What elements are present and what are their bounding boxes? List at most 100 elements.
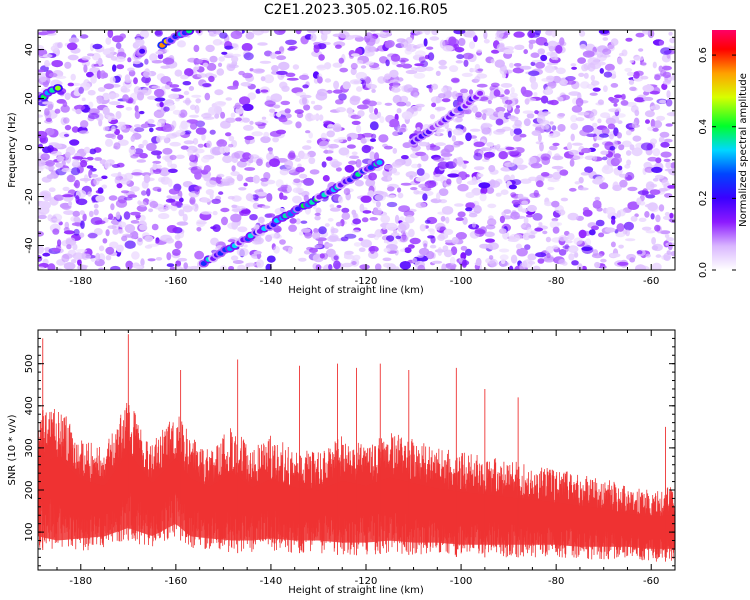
heatmap-noise-blob [520,224,527,228]
heatmap-noise-blob [87,53,95,57]
heatmap-noise-blob [546,252,551,259]
heatmap-noise-blob [278,46,285,52]
heatmap-noise-blob [588,229,596,236]
heatmap-noise-blob [349,79,362,85]
heatmap-noise-blob [592,178,604,185]
heatmap-noise-blob [175,154,185,159]
heatmap-noise-blob [617,165,623,171]
heatmap-noise-blob [468,89,474,95]
heatmap-noise-blob [162,57,175,65]
heatmap-noise-blob [38,130,48,139]
heatmap-noise-blob [510,254,518,264]
heatmap-noise-blob [231,221,239,230]
heatmap-noise-blob [116,104,125,109]
heatmap-noise-blob [216,68,225,76]
heatmap-noise-blob [461,72,473,77]
heatmap-noise-blob [574,181,581,185]
heatmap-noise-blob [413,72,426,79]
heatmap-noise-blob [438,188,449,197]
heatmap-noise-blob [594,261,601,269]
heatmap-noise-blob [47,263,56,270]
heatmap-noise-blob [212,39,223,46]
heatmap-noise-blob [165,237,175,244]
heatmap-noise-blob [38,230,44,237]
heatmap-noise-blob [79,210,85,215]
heatmap-noise-blob [64,92,71,101]
heatmap-noise-blob [302,145,312,150]
x-tick-label: -180 [69,576,92,587]
heatmap-noise-blob [134,127,145,133]
heatmap-noise-blob [131,172,143,176]
heatmap-noise-blob [70,73,76,81]
heatmap-noise-blob [641,226,652,231]
heatmap-noise-blob [189,154,196,161]
heatmap-noise-blob [577,111,590,116]
heatmap-noise-blob [163,106,170,112]
heatmap-noise-blob [292,64,300,70]
heatmap-noise-blob [94,220,106,225]
heatmap-noise-blob [108,101,121,106]
heatmap-noise-blob [270,93,283,103]
heatmap-noise-blob [469,128,481,132]
heatmap-noise-blob [496,43,505,53]
heatmap-noise-blob [42,146,52,154]
heatmap-noise-blob [38,255,43,262]
heatmap-noise-blob [77,264,87,270]
heatmap-noise-blob [319,253,325,259]
heatmap-noise-blob [318,114,324,121]
heatmap-noise-blob [391,60,399,66]
heatmap-noise-blob [194,171,202,180]
heatmap-noise-blob [137,200,142,205]
heatmap-noise-blob [589,113,595,121]
heatmap-noise-blob [158,213,170,220]
heatmap-noise-blob [478,182,491,189]
heatmap-noise-blob [367,46,377,53]
heatmap-noise-blob [481,122,492,128]
heatmap-noise-blob [134,265,143,269]
heatmap-noise-blob [87,89,96,96]
heatmap-noise-blob [201,133,206,141]
heatmap-noise-blob [377,76,386,84]
heatmap-noise-blob [609,133,614,140]
heatmap-noise-blob [621,140,632,148]
heatmap-noise-blob [109,76,116,84]
heatmap-noise-blob [591,253,604,259]
heatmap-noise-blob [393,229,398,234]
heatmap-noise-blob [469,32,475,36]
heatmap-noise-blob [523,118,531,127]
heatmap-noise-blob [203,165,211,173]
heatmap-noise-blob [124,172,134,181]
heatmap-noise-blob [383,240,389,244]
heatmap-noise-blob [461,259,467,268]
heatmap-noise-blob [465,207,473,212]
heatmap-noise-blob [218,56,225,62]
heatmap-noise-blob [540,153,551,161]
heatmap-noise-blob [644,211,650,218]
heatmap-noise-blob [160,65,171,69]
heatmap-noise-blob [543,256,555,263]
heatmap-noise-blob [551,165,564,170]
heatmap-noise-blob [612,184,622,192]
heatmap-noise-blob [299,231,304,236]
colorbar-tick-label: 0.6 [698,47,709,63]
heatmap-noise-blob [52,228,60,235]
heatmap-noise-blob [322,175,330,182]
colorbar-tick-label: 0.2 [698,190,709,206]
heatmap-noise-blob [350,62,358,70]
heatmap-noise-blob [455,217,464,222]
heatmap-noise-blob [248,154,260,159]
heatmap-noise-blob [269,52,277,59]
heatmap-noise-blob [384,102,393,106]
heatmap-noise-blob [110,203,115,211]
heatmap-noise-blob [110,56,118,61]
heatmap-noise-blob [626,71,635,77]
heatmap-noise-blob [516,247,528,257]
heatmap-noise-blob [499,254,509,261]
heatmap-noise-blob [275,129,287,135]
heatmap-noise-blob [615,232,626,238]
heatmap-noise-blob [315,207,322,214]
heatmap-noise-blob [112,228,119,235]
heatmap-noise-blob [638,217,647,222]
heatmap-noise-blob [45,165,56,170]
heatmap-noise-blob [171,88,182,92]
